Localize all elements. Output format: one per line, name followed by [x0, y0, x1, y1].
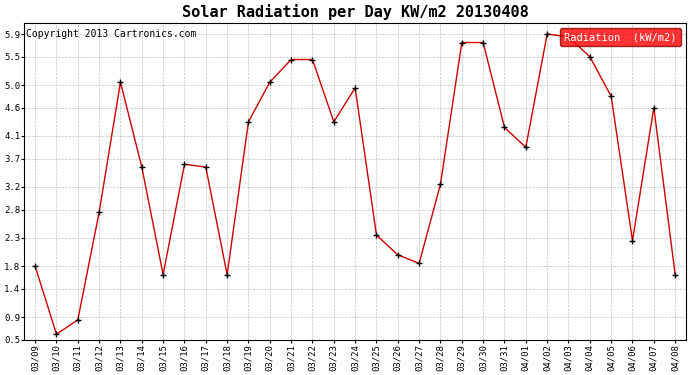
- Title: Solar Radiation per Day KW/m2 20130408: Solar Radiation per Day KW/m2 20130408: [181, 4, 529, 20]
- Text: Copyright 2013 Cartronics.com: Copyright 2013 Cartronics.com: [26, 29, 196, 39]
- Legend: Radiation  (kW/m2): Radiation (kW/m2): [560, 28, 680, 46]
